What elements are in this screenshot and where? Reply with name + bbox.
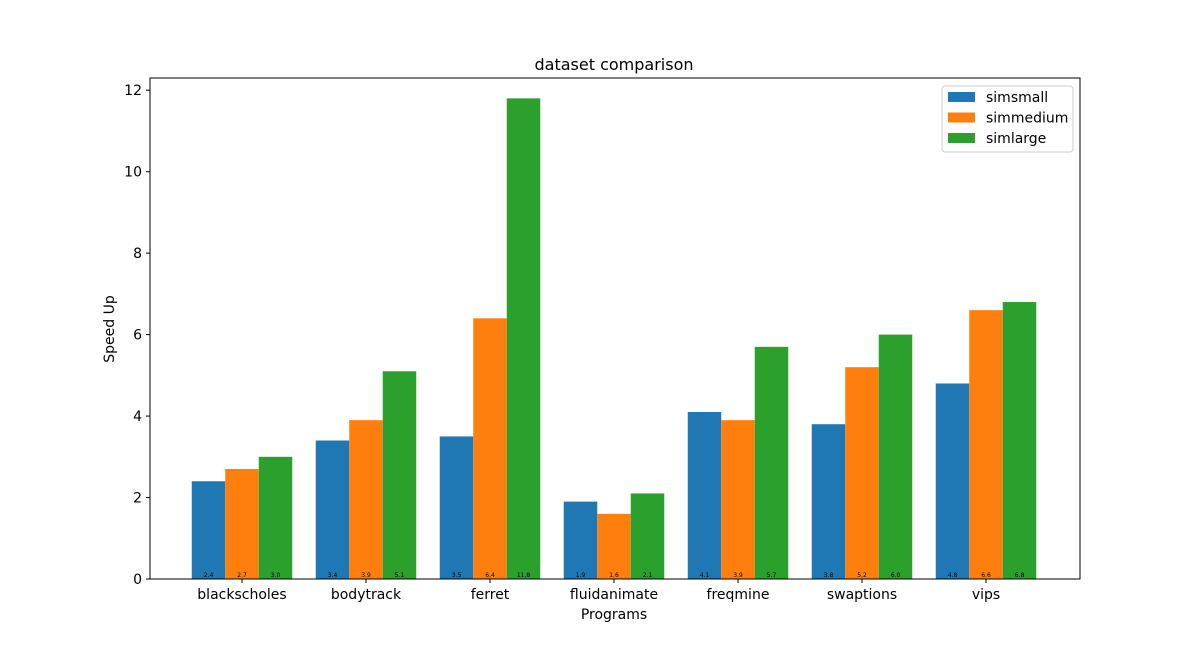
chart-title: dataset comparison (535, 55, 694, 74)
bar-labels-layer: 2.4 2.7 3.0 3.4 3.9 5.1 3.5 6.4 11.8 1.9 1.6 2.1 4.1… (204, 572, 1025, 579)
legend-label-simsmall: simsmall (986, 90, 1048, 106)
y-tick-label: 10 (124, 165, 142, 181)
bar-simmedium-vips (969, 310, 1003, 579)
bar-simmedium-fluidanimate (597, 513, 631, 579)
bar-value-label: 3.5 (452, 572, 462, 579)
x-tick-label: ferret (471, 587, 510, 603)
legend-swatch-simlarge (948, 133, 975, 143)
bar-value-label: 4.8 (948, 572, 958, 579)
bar-simsmall-ferret (439, 436, 474, 579)
bar-value-label: 3.9 (361, 572, 371, 579)
bar-value-label: 6.4 (485, 572, 495, 579)
y-tick-label: 4 (133, 409, 142, 425)
bar-value-label: 2.1 (643, 572, 653, 579)
bar-value-label: 6.0 (891, 572, 901, 579)
bar-simsmall-fluidanimate (563, 501, 598, 579)
bar-value-label: 5.2 (857, 572, 867, 579)
bar-simsmall-swaptions (811, 424, 846, 579)
bar-value-label: 11.8 (517, 572, 531, 579)
y-tick-label: 12 (124, 83, 142, 99)
bar-value-label: 3.0 (271, 572, 281, 579)
y-axis: 0 2 4 6 8 10 12 (124, 83, 150, 588)
bar-simlarge-freqmine (754, 346, 789, 579)
legend-label-simmedium: simmedium (986, 111, 1068, 127)
bar-simmedium-bodytrack (349, 420, 383, 579)
bar-value-label: 2.7 (237, 572, 247, 579)
bar-simsmall-freqmine (687, 412, 722, 579)
y-tick-label: 2 (133, 491, 142, 507)
x-tick-label: freqmine (707, 587, 770, 603)
y-axis-label: Speed Up (102, 295, 118, 363)
bar-simlarge-bodytrack (382, 371, 417, 579)
bar-value-label: 5.1 (395, 572, 405, 579)
bar-value-label: 3.8 (824, 572, 834, 579)
y-tick-label: 6 (133, 328, 142, 344)
bar-simlarge-fluidanimate (630, 493, 665, 579)
bar-simsmall-bodytrack (315, 440, 350, 579)
bar-value-label: 5.7 (767, 572, 777, 579)
x-tick-label: vips (972, 587, 1000, 603)
x-tick-label: fluidanimate (570, 587, 658, 603)
bar-value-label: 6.8 (1015, 572, 1025, 579)
x-tick-label: blackscholes (197, 587, 286, 603)
x-axis: blackscholes bodytrack ferret fluidanimate f… (197, 579, 1000, 603)
bar-simlarge-ferret (506, 98, 541, 580)
legend-label-simlarge: simlarge (986, 131, 1046, 147)
bar-simsmall-blackscholes (191, 481, 226, 579)
bar-simlarge-vips (1002, 302, 1037, 579)
bar-value-label: 6.6 (981, 572, 991, 579)
bar-simmedium-ferret (473, 318, 507, 579)
bar-simmedium-freqmine (721, 420, 755, 579)
x-tick-label: swaptions (827, 587, 897, 603)
y-tick-label: 8 (133, 246, 142, 262)
bar-value-label: 4.1 (700, 572, 710, 579)
y-tick-label: 0 (133, 572, 142, 588)
bars-layer (191, 98, 1037, 580)
x-tick-label: bodytrack (331, 587, 402, 603)
bar-simsmall-vips (935, 383, 970, 579)
bar-simmedium-swaptions (845, 367, 879, 579)
bar-value-label: 2.4 (204, 572, 214, 579)
bar-value-label: 3.4 (328, 572, 338, 579)
bar-simlarge-blackscholes (258, 456, 293, 579)
legend-swatch-simsmall (948, 92, 975, 102)
legend-swatch-simmedium (948, 112, 975, 123)
x-axis-label: Programs (581, 607, 647, 623)
bar-value-label: 1.6 (609, 572, 619, 579)
bar-simlarge-swaptions (878, 334, 913, 579)
bar-value-label: 3.9 (733, 572, 743, 579)
bar-value-label: 1.9 (576, 572, 586, 579)
plot-frame (149, 77, 1081, 580)
bar-simmedium-blackscholes (225, 469, 259, 579)
legend: simsmall simmedium simlarge (941, 85, 1074, 153)
